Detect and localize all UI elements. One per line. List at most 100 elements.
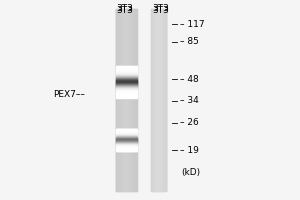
Bar <box>116 72 136 73</box>
Bar <box>116 139 136 140</box>
Bar <box>116 90 136 91</box>
Bar <box>116 72 136 73</box>
Bar <box>116 141 136 142</box>
Bar <box>116 135 136 136</box>
Bar <box>116 142 136 143</box>
Text: 3T3: 3T3 <box>116 4 133 13</box>
Bar <box>116 145 136 146</box>
Text: 3T3: 3T3 <box>116 6 133 15</box>
Bar <box>116 92 136 93</box>
Bar <box>116 86 136 87</box>
Bar <box>116 73 136 74</box>
Bar <box>122 9 123 191</box>
Bar <box>129 9 130 191</box>
Bar <box>116 77 136 78</box>
Bar <box>116 75 136 76</box>
Bar <box>128 9 129 191</box>
Bar <box>131 9 132 191</box>
Bar <box>135 9 136 191</box>
Bar <box>116 138 136 139</box>
Bar <box>116 135 136 136</box>
Bar <box>116 68 136 69</box>
Bar <box>152 9 166 191</box>
Bar <box>116 76 136 77</box>
Bar <box>116 148 136 149</box>
Bar <box>116 84 136 85</box>
Bar <box>117 9 118 191</box>
Bar <box>116 137 136 138</box>
Bar <box>116 71 136 72</box>
Bar <box>116 94 136 95</box>
Bar <box>116 74 136 75</box>
Bar <box>119 9 120 191</box>
Bar <box>123 9 124 191</box>
Bar <box>116 144 136 145</box>
Bar <box>116 85 136 86</box>
Bar <box>116 90 136 91</box>
Bar <box>116 9 117 191</box>
Text: – 19: – 19 <box>180 146 199 155</box>
Bar <box>116 132 136 133</box>
Bar <box>116 88 136 89</box>
Bar <box>116 140 136 141</box>
Bar <box>116 131 136 132</box>
Bar <box>116 67 136 68</box>
Bar <box>116 146 136 147</box>
Bar <box>116 66 136 67</box>
Bar <box>116 79 136 80</box>
Bar <box>130 9 131 191</box>
Bar <box>134 9 135 191</box>
Bar <box>116 81 136 82</box>
Bar <box>116 149 136 150</box>
Bar <box>116 80 136 81</box>
Bar <box>116 74 136 75</box>
Bar <box>120 9 121 191</box>
Bar <box>116 97 136 98</box>
Bar <box>127 9 128 191</box>
Bar <box>116 136 136 137</box>
Text: – 117: – 117 <box>180 20 204 29</box>
Bar <box>116 139 136 140</box>
Bar <box>116 95 136 96</box>
Bar <box>116 78 136 79</box>
Bar <box>116 130 136 131</box>
Text: – 34: – 34 <box>180 96 199 105</box>
Bar <box>116 82 136 83</box>
Bar <box>116 80 136 81</box>
Text: (kD): (kD) <box>181 168 200 177</box>
Bar <box>133 9 134 191</box>
Bar <box>116 87 136 88</box>
Bar <box>116 70 136 71</box>
Bar <box>116 143 136 144</box>
Bar <box>116 131 136 132</box>
Text: PEX7––: PEX7–– <box>53 90 85 99</box>
Bar <box>116 129 136 130</box>
Text: – 85: – 85 <box>180 37 199 46</box>
Bar <box>116 147 136 148</box>
Bar <box>116 89 136 90</box>
Bar <box>116 133 136 134</box>
Bar <box>136 9 137 191</box>
Bar <box>116 83 136 84</box>
Bar <box>125 9 126 191</box>
Bar <box>116 84 136 85</box>
Bar <box>116 129 136 130</box>
Bar <box>116 78 136 79</box>
Bar <box>116 9 136 191</box>
Text: – 48: – 48 <box>180 75 199 84</box>
Bar <box>121 9 122 191</box>
Bar <box>116 86 136 87</box>
Bar <box>132 9 133 191</box>
Bar <box>116 96 136 97</box>
Text: – 26: – 26 <box>180 118 199 127</box>
Text: 3T3: 3T3 <box>152 4 169 13</box>
Bar <box>116 69 136 70</box>
Bar <box>116 134 136 135</box>
Bar <box>116 150 136 151</box>
Bar <box>116 133 136 134</box>
Bar <box>118 9 119 191</box>
Text: 3T3: 3T3 <box>152 6 169 15</box>
Bar <box>116 93 136 94</box>
Bar <box>116 137 136 138</box>
Bar <box>116 141 136 142</box>
